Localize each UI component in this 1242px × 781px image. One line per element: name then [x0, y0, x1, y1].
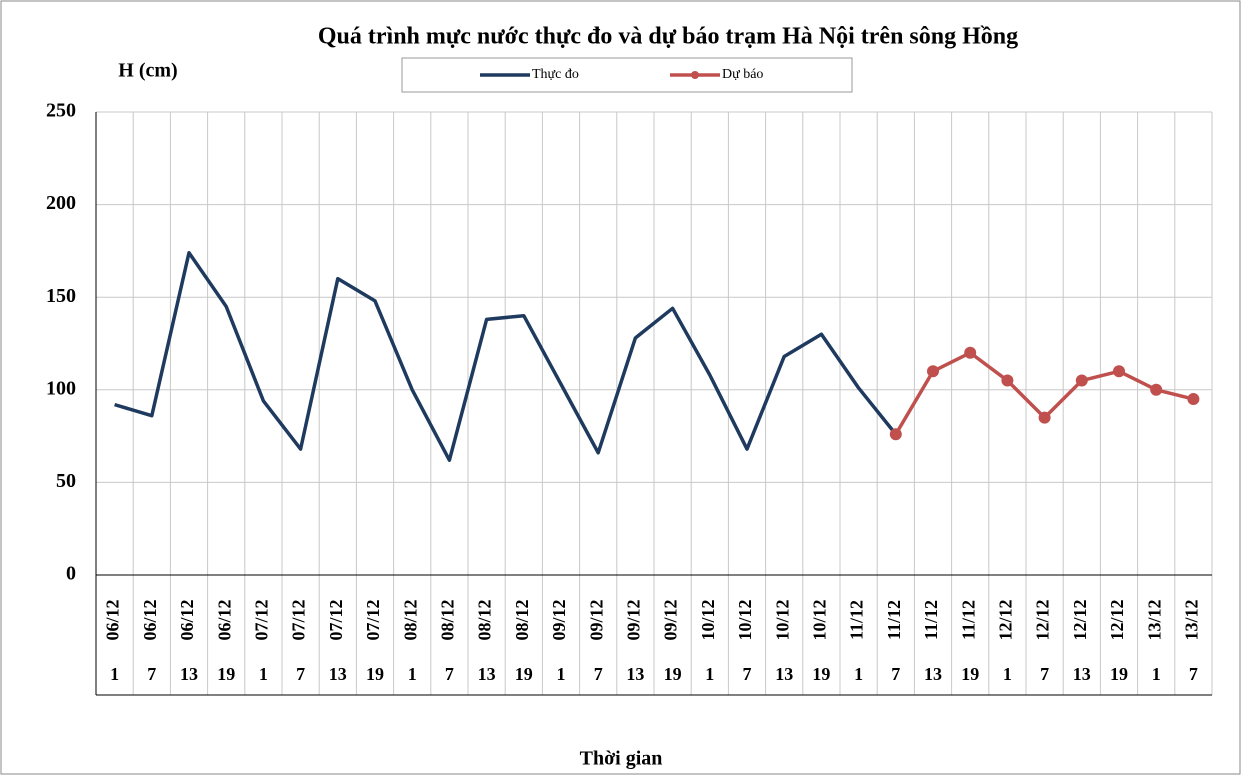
x-tick-hour: 13	[329, 664, 347, 684]
x-tick-date: 09/12	[549, 599, 569, 640]
x-tick-date: 09/12	[586, 599, 606, 640]
legend-label: Dự báo	[722, 67, 763, 82]
data-point	[1001, 374, 1014, 387]
x-tick-date: 10/12	[772, 599, 792, 640]
x-tick-hour: 1	[1003, 664, 1012, 684]
x-tick-date: 09/12	[624, 599, 644, 640]
x-tick-hour: 1	[259, 664, 268, 684]
y-tick-label: 100	[46, 377, 76, 399]
x-tick-date: 06/12	[140, 599, 160, 640]
x-tick-date: 11/12	[958, 600, 978, 640]
x-tick-hour: 7	[445, 664, 454, 684]
data-point	[927, 365, 939, 378]
x-tick-date: 12/12	[1070, 599, 1090, 640]
x-tick-hour: 1	[110, 664, 119, 684]
x-tick-hour: 19	[515, 664, 533, 684]
x-tick-hour: 1	[408, 664, 417, 684]
series-line	[114, 251, 898, 462]
x-tick-date: 10/12	[735, 599, 755, 640]
x-tick-date: 11/12	[921, 600, 941, 640]
y-tick-label: 250	[46, 100, 76, 122]
x-tick-date: 13/12	[1144, 599, 1164, 640]
x-tick-date: 06/12	[177, 599, 197, 640]
x-tick-date: 10/12	[810, 599, 830, 640]
y-tick-label: 150	[46, 285, 76, 307]
x-tick-hour: 19	[664, 664, 682, 684]
x-tick-hour: 7	[594, 664, 603, 684]
data-point	[889, 428, 902, 441]
y-tick-label: 50	[56, 470, 76, 492]
x-tick-date: 08/12	[438, 599, 458, 640]
x-tick-date: 11/12	[884, 600, 904, 640]
x-tick-date: 09/12	[661, 599, 681, 640]
x-tick-hour: 1	[557, 664, 566, 684]
legend-label: Thực đo	[532, 67, 579, 82]
x-tick-date: 08/12	[400, 599, 420, 640]
x-tick-hour: 13	[924, 664, 942, 684]
x-tick-hour: 13	[775, 664, 793, 684]
x-tick-date: 10/12	[698, 599, 718, 640]
x-tick-hour: 13	[1073, 664, 1091, 684]
x-tick-date: 08/12	[475, 599, 495, 640]
x-tick-date: 11/12	[847, 600, 867, 640]
data-point	[1113, 365, 1125, 378]
x-tick-date: 06/12	[214, 599, 234, 640]
x-tick-hour: 13	[478, 664, 496, 684]
x-tick-date: 12/12	[1107, 599, 1127, 640]
x-tick-date: 06/12	[103, 599, 123, 640]
x-tick-date: 08/12	[512, 599, 532, 640]
x-tick-date: 12/12	[1033, 599, 1053, 640]
x-tick-hour: 7	[296, 664, 305, 684]
x-tick-hour: 7	[743, 664, 752, 684]
x-tick-hour: 19	[812, 664, 830, 684]
legend-marker	[691, 71, 699, 79]
x-tick-hour: 7	[891, 664, 900, 684]
x-tick-date: 12/12	[996, 599, 1016, 640]
x-tick-hour: 1	[705, 664, 714, 684]
x-tick-date: 07/12	[363, 599, 383, 640]
x-tick-hour: 19	[366, 664, 384, 684]
chart-title: Quá trình mực nước thực đo và dự báo trạ…	[318, 24, 1018, 50]
y-tick-label: 200	[46, 192, 76, 214]
x-tick-hour: 19	[217, 664, 235, 684]
legend	[401, 57, 853, 93]
x-tick-hour: 1	[854, 664, 863, 684]
data-point	[1150, 383, 1163, 396]
x-tick-date: 07/12	[252, 599, 272, 640]
x-tick-hour: 1	[1152, 664, 1161, 684]
x-tick-date: 07/12	[289, 599, 309, 640]
data-point	[964, 346, 977, 359]
x-tick-hour: 19	[961, 664, 979, 684]
x-tick-hour: 13	[180, 664, 198, 684]
data-point	[1038, 411, 1051, 424]
x-tick-hour: 7	[147, 664, 156, 684]
y-axis-title: H (cm)	[118, 60, 177, 82]
data-point	[1187, 393, 1200, 406]
x-tick-hour: 7	[1189, 664, 1198, 684]
x-axis-title: Thời gian	[580, 748, 663, 770]
x-tick-date: 07/12	[326, 599, 346, 640]
y-tick-label: 0	[66, 563, 76, 585]
data-point	[1075, 374, 1088, 387]
x-tick-hour: 19	[1110, 664, 1128, 684]
x-tick-date: 13/12	[1182, 599, 1202, 640]
x-tick-hour: 7	[1040, 664, 1049, 684]
x-tick-hour: 13	[626, 664, 644, 684]
